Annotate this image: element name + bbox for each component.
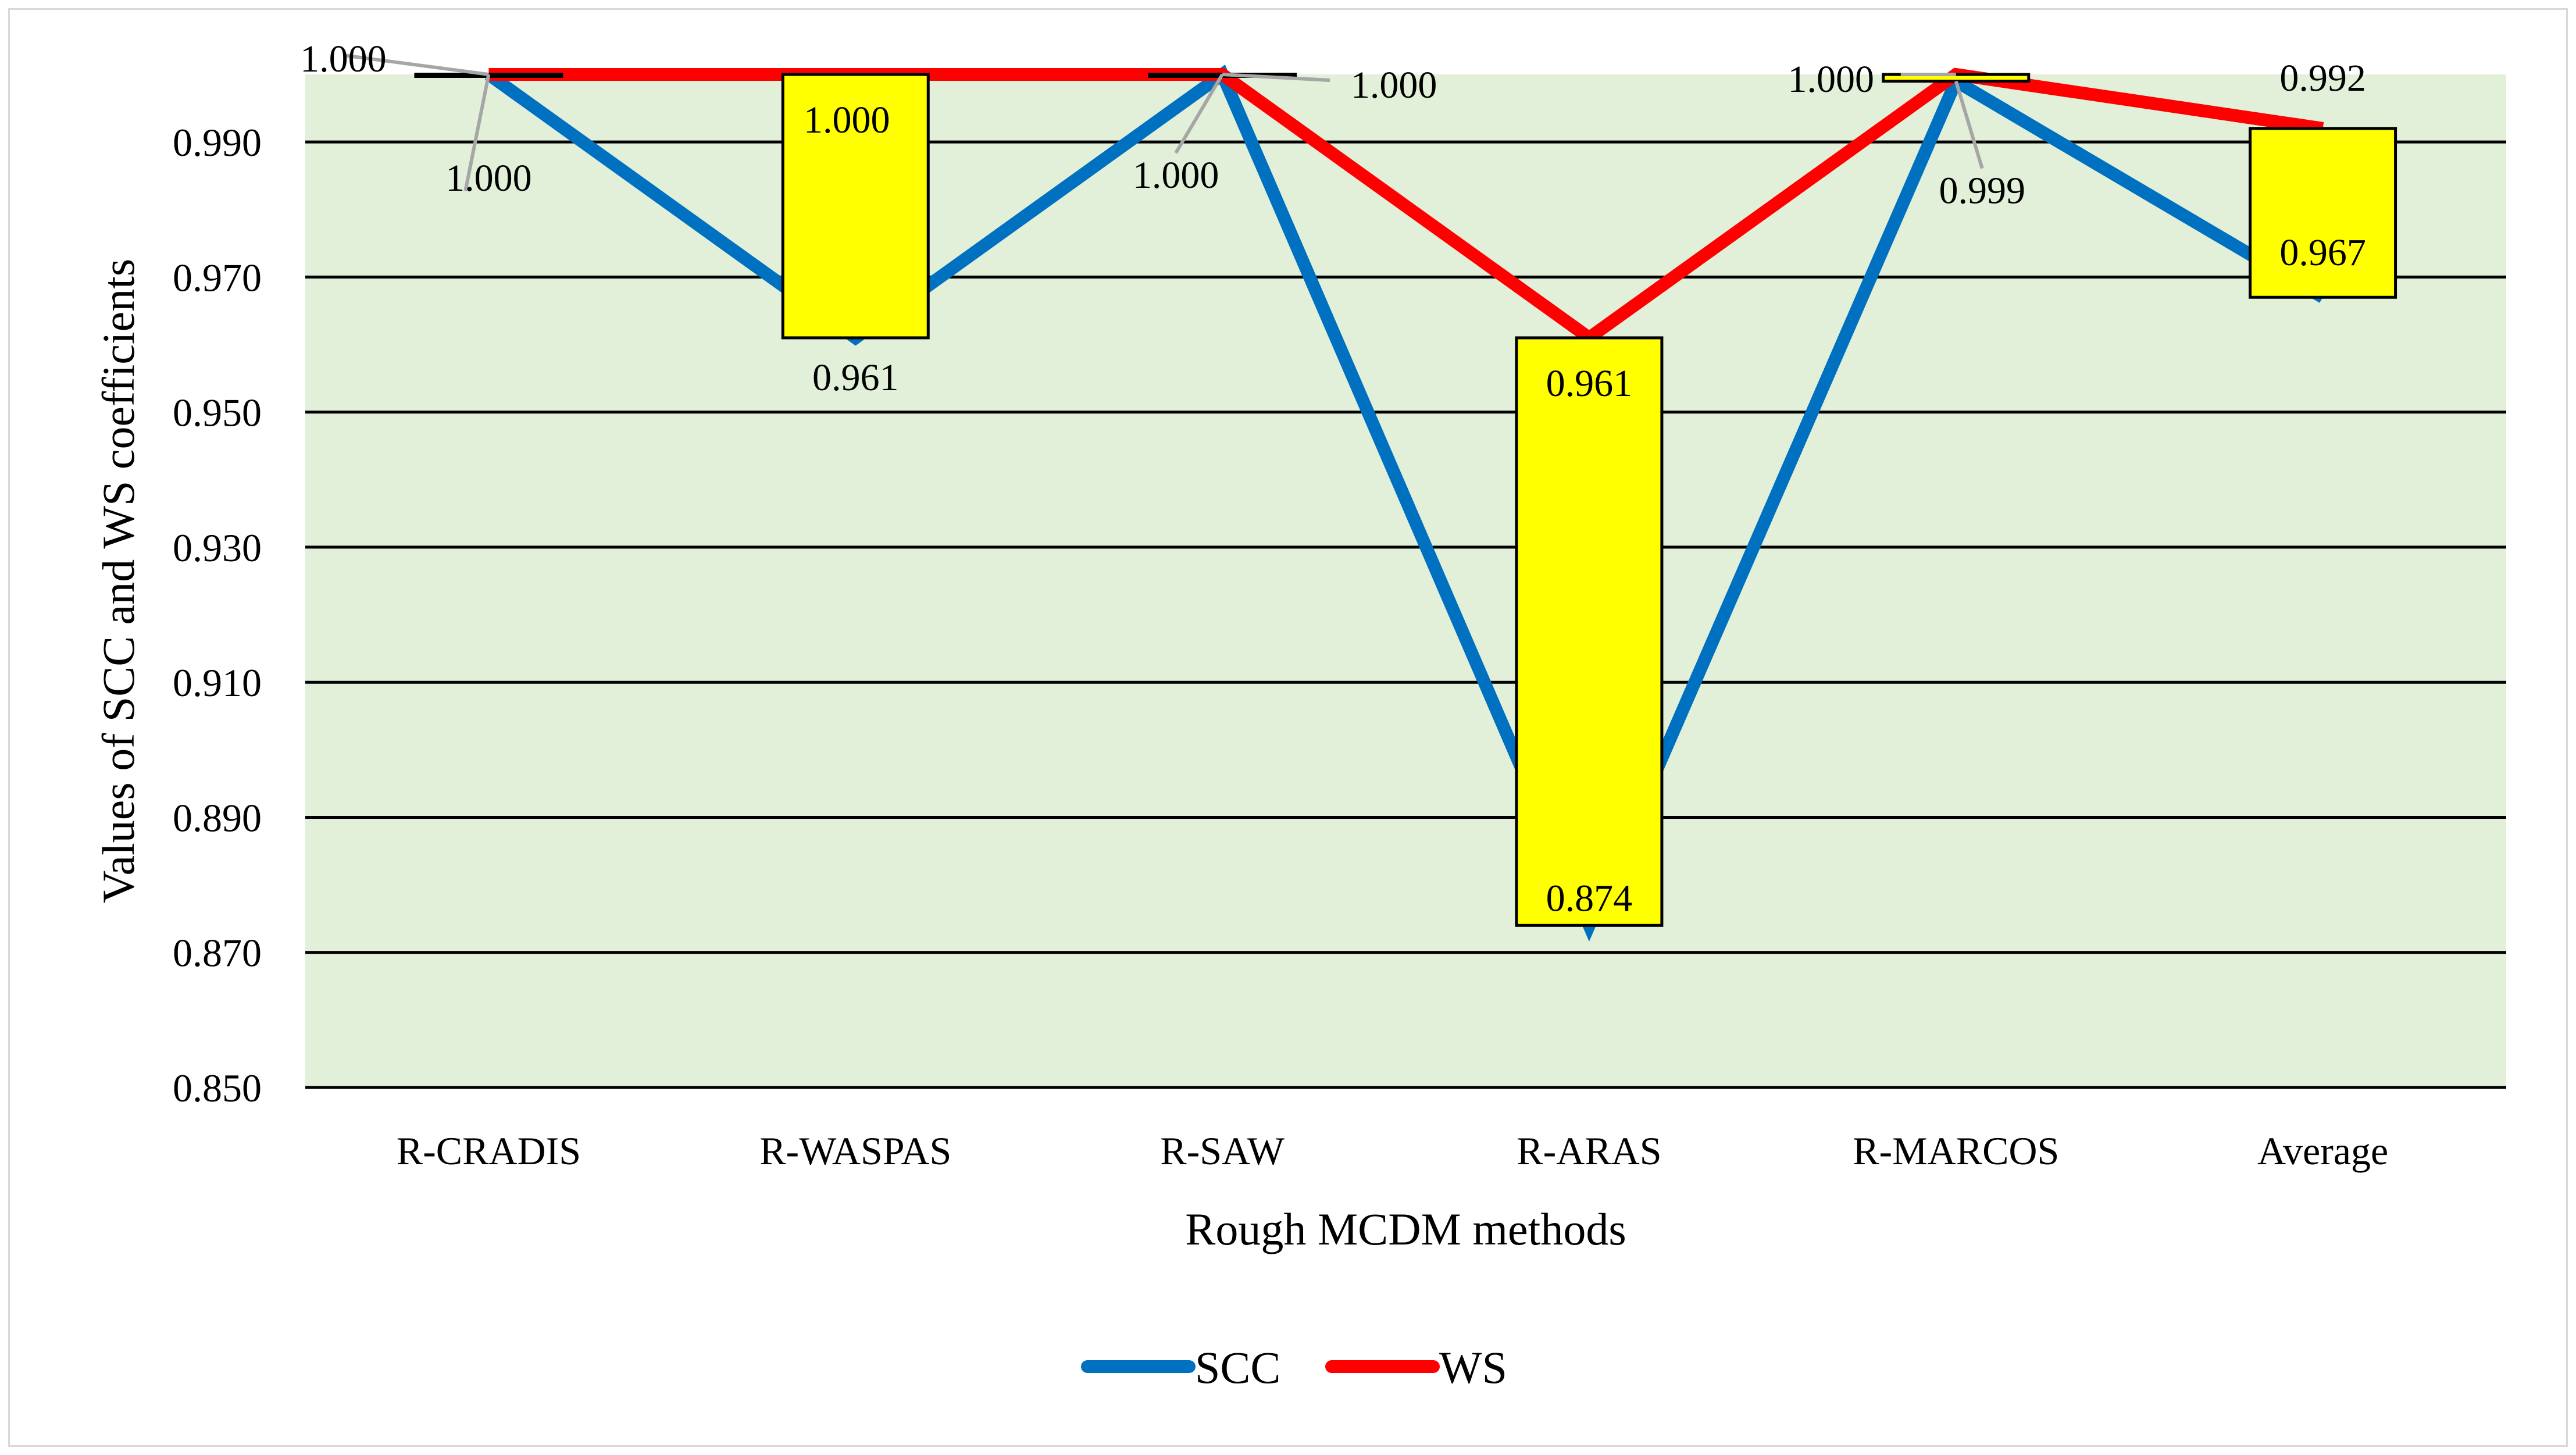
scc-data-label: 0.967 <box>2279 231 2366 274</box>
leader-lines <box>343 54 1984 191</box>
ws-data-label: 1.000 <box>1351 64 1437 106</box>
y-axis-title: Values of SCC and WS coefficients <box>93 259 144 903</box>
up-down-bar <box>781 73 930 340</box>
y-tick-label: 0.970 <box>173 255 262 299</box>
leader-line <box>343 54 489 76</box>
x-tick-label: R-MARCOS <box>1853 1129 2059 1173</box>
legend-label-scc: SCC <box>1195 1342 1280 1393</box>
x-tick-label: Average <box>2257 1129 2388 1173</box>
x-tick-label: R-WASPAS <box>759 1129 951 1173</box>
x-tick-label: R-SAW <box>1160 1129 1285 1173</box>
ws-data-label: 0.961 <box>1546 362 1633 405</box>
up-down-bar <box>2249 127 2397 299</box>
x-tick-label: R-ARAS <box>1517 1129 1661 1173</box>
up-down-bar <box>1515 336 1664 927</box>
plot-area <box>305 74 2506 1087</box>
y-axis-ticks: 0.850 0.870 0.890 0.910 0.930 0.950 0.970 0.990 <box>173 120 262 1110</box>
y-tick-label: 0.870 <box>173 931 262 975</box>
leader-line <box>1954 80 1984 169</box>
y-tick-label: 0.910 <box>173 661 262 705</box>
x-axis-title: Rough MCDM methods <box>1185 1204 1626 1254</box>
gridlines <box>305 140 2506 1089</box>
y-tick-label: 0.850 <box>173 1066 262 1110</box>
ws-data-label: 1.000 <box>804 99 890 141</box>
leader-line <box>1174 73 1224 154</box>
scc-data-label: 1.000 <box>445 157 532 199</box>
x-axis-ticks: R-CRADIS R-WASPAS R-SAW R-ARAS R-MARCOS Avera… <box>397 1129 2388 1173</box>
y-tick-label: 0.930 <box>173 526 262 570</box>
data-labels: 1.000 0.961 1.000 0.874 0.999 0.967 1.000 1.000… <box>300 38 2366 919</box>
legend-label-ws: WS <box>1439 1342 1507 1393</box>
scc-data-label: 0.874 <box>1546 877 1633 919</box>
y-tick-label: 0.890 <box>173 796 262 840</box>
scc-data-label: 1.000 <box>1133 154 1219 197</box>
legend: SCC WS <box>1081 1342 1507 1393</box>
x-tick-label: R-CRADIS <box>397 1129 581 1173</box>
y-tick-label: 0.950 <box>173 391 262 435</box>
ws-data-label: 1.000 <box>1788 58 1875 101</box>
scc-data-label: 0.961 <box>812 356 899 399</box>
ws-data-label: 1.000 <box>300 38 387 80</box>
scc-data-label: 0.999 <box>1939 170 2026 212</box>
ws-data-label: 0.992 <box>2279 57 2366 99</box>
up-down-bars <box>414 73 2397 927</box>
y-tick-label: 0.990 <box>173 120 262 165</box>
leader-line <box>1222 73 1330 82</box>
leader-line <box>463 74 491 191</box>
